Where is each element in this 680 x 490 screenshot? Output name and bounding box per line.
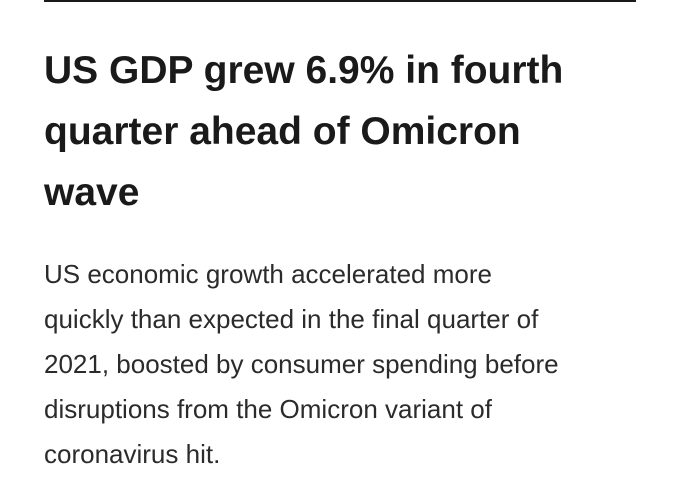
standfirst-line: 2021, boosted by consumer spending befor…: [44, 349, 559, 379]
top-divider: [44, 0, 636, 2]
headline-line: quarter ahead of Omicron: [44, 110, 521, 153]
headline-line: wave: [44, 171, 140, 214]
article-headline: US GDP grew 6.9% in fourth quarter ahead…: [44, 40, 644, 223]
standfirst-line: quickly than expected in the final quart…: [44, 304, 539, 334]
standfirst-line: US economic growth accelerated more: [44, 259, 492, 289]
standfirst-line: coronavirus hit.: [44, 439, 221, 469]
article-standfirst: US economic growth accelerated more quic…: [44, 252, 644, 477]
headline-line: US GDP grew 6.9% in fourth: [44, 49, 564, 92]
standfirst-line: disruptions from the Omicron variant of: [44, 394, 492, 424]
